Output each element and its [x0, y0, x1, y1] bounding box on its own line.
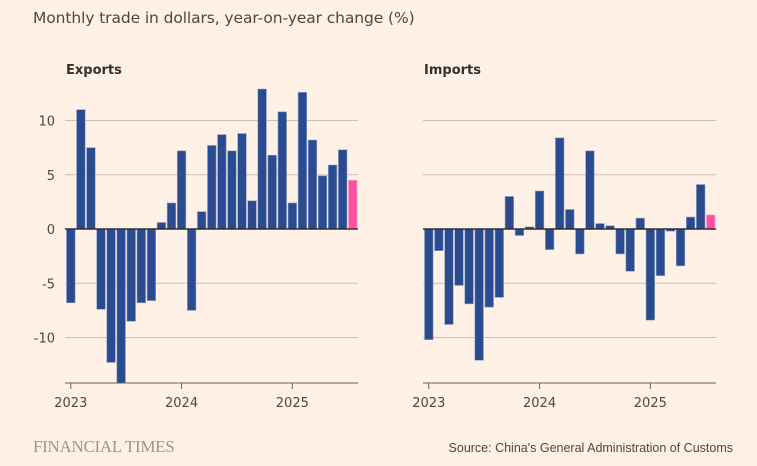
bar-jul-2025 [338, 149, 348, 230]
bar-nov-2024 [625, 228, 635, 272]
bar-jun-2024 [217, 134, 227, 230]
bar-latest-aug-2025 [706, 214, 716, 230]
bar-jan-feb-2025 [287, 202, 297, 230]
imports-panel-title: Imports [424, 63, 481, 78]
bar-jan-feb-2023 [424, 228, 434, 340]
bar-nov-2023 [156, 222, 167, 230]
bar-apr-2025 [307, 139, 318, 230]
bar-jan-feb-2023 [66, 228, 76, 304]
source-note: Source: China's General Administration o… [448, 441, 733, 455]
bar-apr-2024 [197, 211, 207, 230]
bar-apr-2023 [86, 147, 96, 230]
ft-logo: FINANCIAL TIMES [33, 437, 175, 456]
x-tick-label: 2025 [634, 396, 667, 411]
bar-jul-2024 [585, 150, 595, 230]
bar-oct-2024 [257, 88, 267, 230]
bar-jul-2023 [474, 228, 484, 361]
bar-nov-2023 [514, 228, 525, 236]
y-tick-label: 10 [38, 115, 55, 130]
bar-may-2023 [96, 228, 106, 310]
bar-jan-feb-2025 [645, 228, 655, 321]
bar-mar-2023 [434, 228, 444, 252]
bar-sep-2023 [136, 228, 146, 304]
bar-mar-2023 [76, 109, 86, 230]
x-tick-label: 2023 [412, 396, 445, 411]
bar-latest-aug-2025 [348, 179, 358, 230]
exports-panel: 10 5 0 -5 -10 2023 2024 2025 [34, 88, 358, 411]
bar-dec-2024 [277, 111, 287, 230]
bar-jan-feb-2024 [176, 150, 187, 230]
bar-aug-2023 [126, 228, 136, 322]
bar-jul-2025 [696, 184, 706, 230]
bar-may-2024 [207, 145, 217, 230]
bar-may-2024 [565, 209, 575, 230]
bar-apr-2024 [555, 137, 565, 230]
bar-may-2025 [675, 228, 686, 267]
bar-sep-2024 [247, 200, 257, 230]
bar-jun-2025 [686, 216, 696, 230]
chart-subtitle: Monthly trade in dollars, year-on-year c… [33, 9, 415, 27]
bar-apr-2023 [444, 228, 454, 325]
y-tick-label: 0 [47, 223, 55, 238]
bar-aug-2024 [595, 223, 605, 230]
bar-sep-2023 [494, 228, 504, 298]
bar-dec-2024 [635, 217, 645, 230]
bar-jun-2023 [106, 228, 116, 363]
bar-nov-2024 [267, 154, 277, 230]
bar-aug-2024 [237, 133, 247, 230]
imports-panel: 2023 2024 2025 [412, 120, 716, 411]
x-tick-label: 2024 [165, 396, 198, 411]
bar-may-2023 [454, 228, 464, 286]
bar-aug-2023 [484, 228, 494, 308]
bar-jun-2024 [575, 228, 585, 255]
bar-dec-2023 [166, 202, 177, 230]
bar-mar-2024 [187, 228, 197, 311]
x-tick-label: 2023 [54, 396, 87, 411]
y-tick-label: 5 [47, 169, 55, 184]
x-tick-label: 2025 [276, 396, 309, 411]
bar-mar-2024 [545, 228, 555, 250]
bar-oct-2024 [615, 228, 625, 255]
bar-jun-2025 [328, 164, 338, 230]
y-tick-label: -10 [34, 332, 55, 347]
y-tick-label: -5 [42, 277, 55, 292]
bar-oct-2023 [146, 228, 156, 301]
bar-jun-2023 [464, 228, 474, 305]
bar-jul-2024 [227, 150, 237, 230]
bar-oct-2023 [504, 196, 514, 230]
bar-mar-2025 [297, 91, 308, 230]
bar-jul-2023 [116, 228, 126, 384]
bar-may-2025 [317, 175, 328, 230]
bar-mar-2025 [655, 228, 666, 276]
x-tick-label: 2024 [523, 396, 556, 411]
exports-panel-title: Exports [66, 63, 122, 78]
bar-jan-feb-2024 [534, 190, 545, 230]
